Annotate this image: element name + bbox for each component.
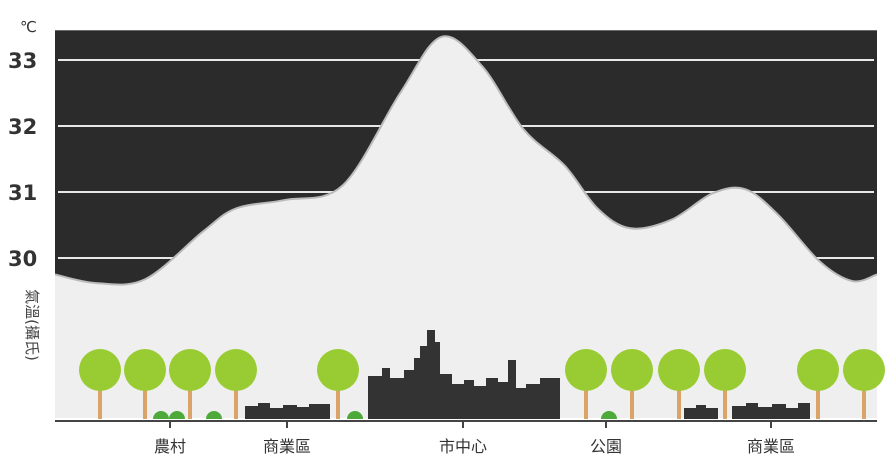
tree-icon [611,349,653,391]
tree-trunk [677,388,681,419]
tree-trunk [143,388,147,419]
x-tick-label: 市中心 [439,437,487,456]
building-icon [758,407,772,419]
building-icon [474,386,486,419]
building-icon [498,382,508,419]
y-tick-label: 31 [8,181,37,205]
building-icon [283,405,297,419]
tree-icon [169,349,211,391]
building-icon [486,378,498,419]
bush-icon [601,411,617,419]
x-axis-labels: 農村 商業區 市中心 公園 商業區 [154,437,795,456]
x-tick-label: 農村 [154,437,186,456]
building-icon [540,378,560,419]
landscape-illustration [79,330,885,419]
tree-trunk [336,388,340,419]
x-tick-label: 商業區 [747,437,795,456]
y-tick-label: 30 [8,247,37,271]
building-icon [452,384,464,419]
building-icon [427,330,435,419]
y-tick-label: 32 [8,115,37,139]
building-icon [746,403,758,419]
bush-icon [347,411,363,419]
x-tick-label: 商業區 [263,437,311,456]
building-icon [684,408,696,419]
building-icon [732,406,746,419]
tree-trunk [234,388,238,419]
y-axis-title: 氣溫(攝氏) [23,289,41,361]
building-icon [516,388,526,419]
temperature-curve [54,35,878,286]
tree-icon [797,349,839,391]
building-icon [404,370,414,419]
tree-trunk [723,388,727,419]
building-icon [297,407,309,419]
tree-icon [704,349,746,391]
building-icon [309,404,330,419]
x-tick-label: 公園 [590,437,622,456]
tree-trunk [862,388,866,419]
temperature-area [55,36,877,419]
building-icon [464,380,474,419]
building-icon [382,368,390,419]
bush-icon [153,411,169,419]
unit-label: ℃ [20,18,37,36]
building-icon [706,408,718,419]
building-icon [772,404,786,419]
y-axis-ticks: 30 31 32 33 [8,49,37,271]
tree-trunk [584,388,588,419]
tree-icon [658,349,700,391]
tree-icon [843,349,885,391]
building-icon [798,403,810,419]
building-icon [245,406,260,419]
building-icon [414,358,420,419]
building-icon [390,378,404,419]
bush-icon [206,411,222,419]
building-icon [270,408,283,419]
building-icon [786,408,798,419]
x-axis-ticks [169,421,772,428]
building-icon [696,405,706,419]
y-tick-label: 33 [8,49,37,73]
building-icon [440,374,452,419]
tree-trunk [188,388,192,419]
building-icon [368,376,382,419]
tree-trunk [630,388,634,419]
bush-icon [169,411,185,419]
building-icon [526,384,540,419]
y-axis-label: 氣溫(攝氏) [23,289,41,361]
tree-trunk [98,388,102,419]
tree-icon [79,349,121,391]
building-icon [420,346,427,419]
tree-icon [565,349,607,391]
tree-trunk [816,388,820,419]
building-icon [508,360,516,419]
tree-icon [317,349,359,391]
building-icon [435,342,440,419]
tree-icon [215,349,257,391]
tree-icon [124,349,166,391]
building-icon [258,403,270,419]
